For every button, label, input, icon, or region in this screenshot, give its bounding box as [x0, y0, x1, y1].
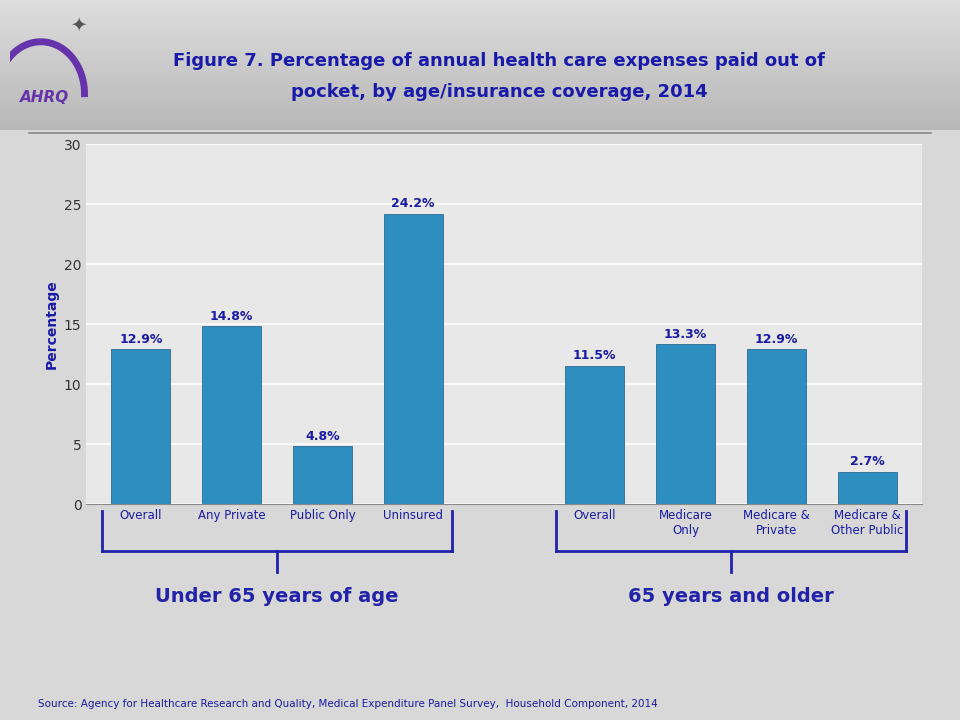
- Bar: [111, 349, 170, 504]
- Bar: [293, 446, 352, 504]
- Text: 14.8%: 14.8%: [210, 310, 253, 323]
- Text: AHRQ: AHRQ: [20, 89, 69, 104]
- Text: 11.5%: 11.5%: [573, 349, 616, 362]
- Text: pocket, by age/insurance coverage, 2014: pocket, by age/insurance coverage, 2014: [291, 83, 708, 101]
- Text: 24.2%: 24.2%: [392, 197, 435, 210]
- Bar: [656, 344, 715, 504]
- Text: Source: Agency for Healthcare Research and Quality, Medical Expenditure Panel Su: Source: Agency for Healthcare Research a…: [38, 699, 659, 709]
- Bar: [838, 472, 897, 504]
- Text: 13.3%: 13.3%: [664, 328, 708, 341]
- Bar: [203, 326, 261, 504]
- Bar: [384, 214, 443, 504]
- Text: 12.9%: 12.9%: [755, 333, 798, 346]
- Text: 2.7%: 2.7%: [850, 455, 884, 468]
- Text: 4.8%: 4.8%: [305, 430, 340, 443]
- Y-axis label: Percentage: Percentage: [44, 279, 59, 369]
- Text: 65 years and older: 65 years and older: [628, 587, 834, 606]
- Text: 12.9%: 12.9%: [119, 333, 162, 346]
- Bar: [747, 349, 805, 504]
- Text: Figure 7. Percentage of annual health care expenses paid out of: Figure 7. Percentage of annual health ca…: [173, 52, 826, 70]
- Bar: [565, 366, 624, 504]
- Text: Under 65 years of age: Under 65 years of age: [156, 587, 398, 606]
- Text: ✦: ✦: [70, 15, 86, 34]
